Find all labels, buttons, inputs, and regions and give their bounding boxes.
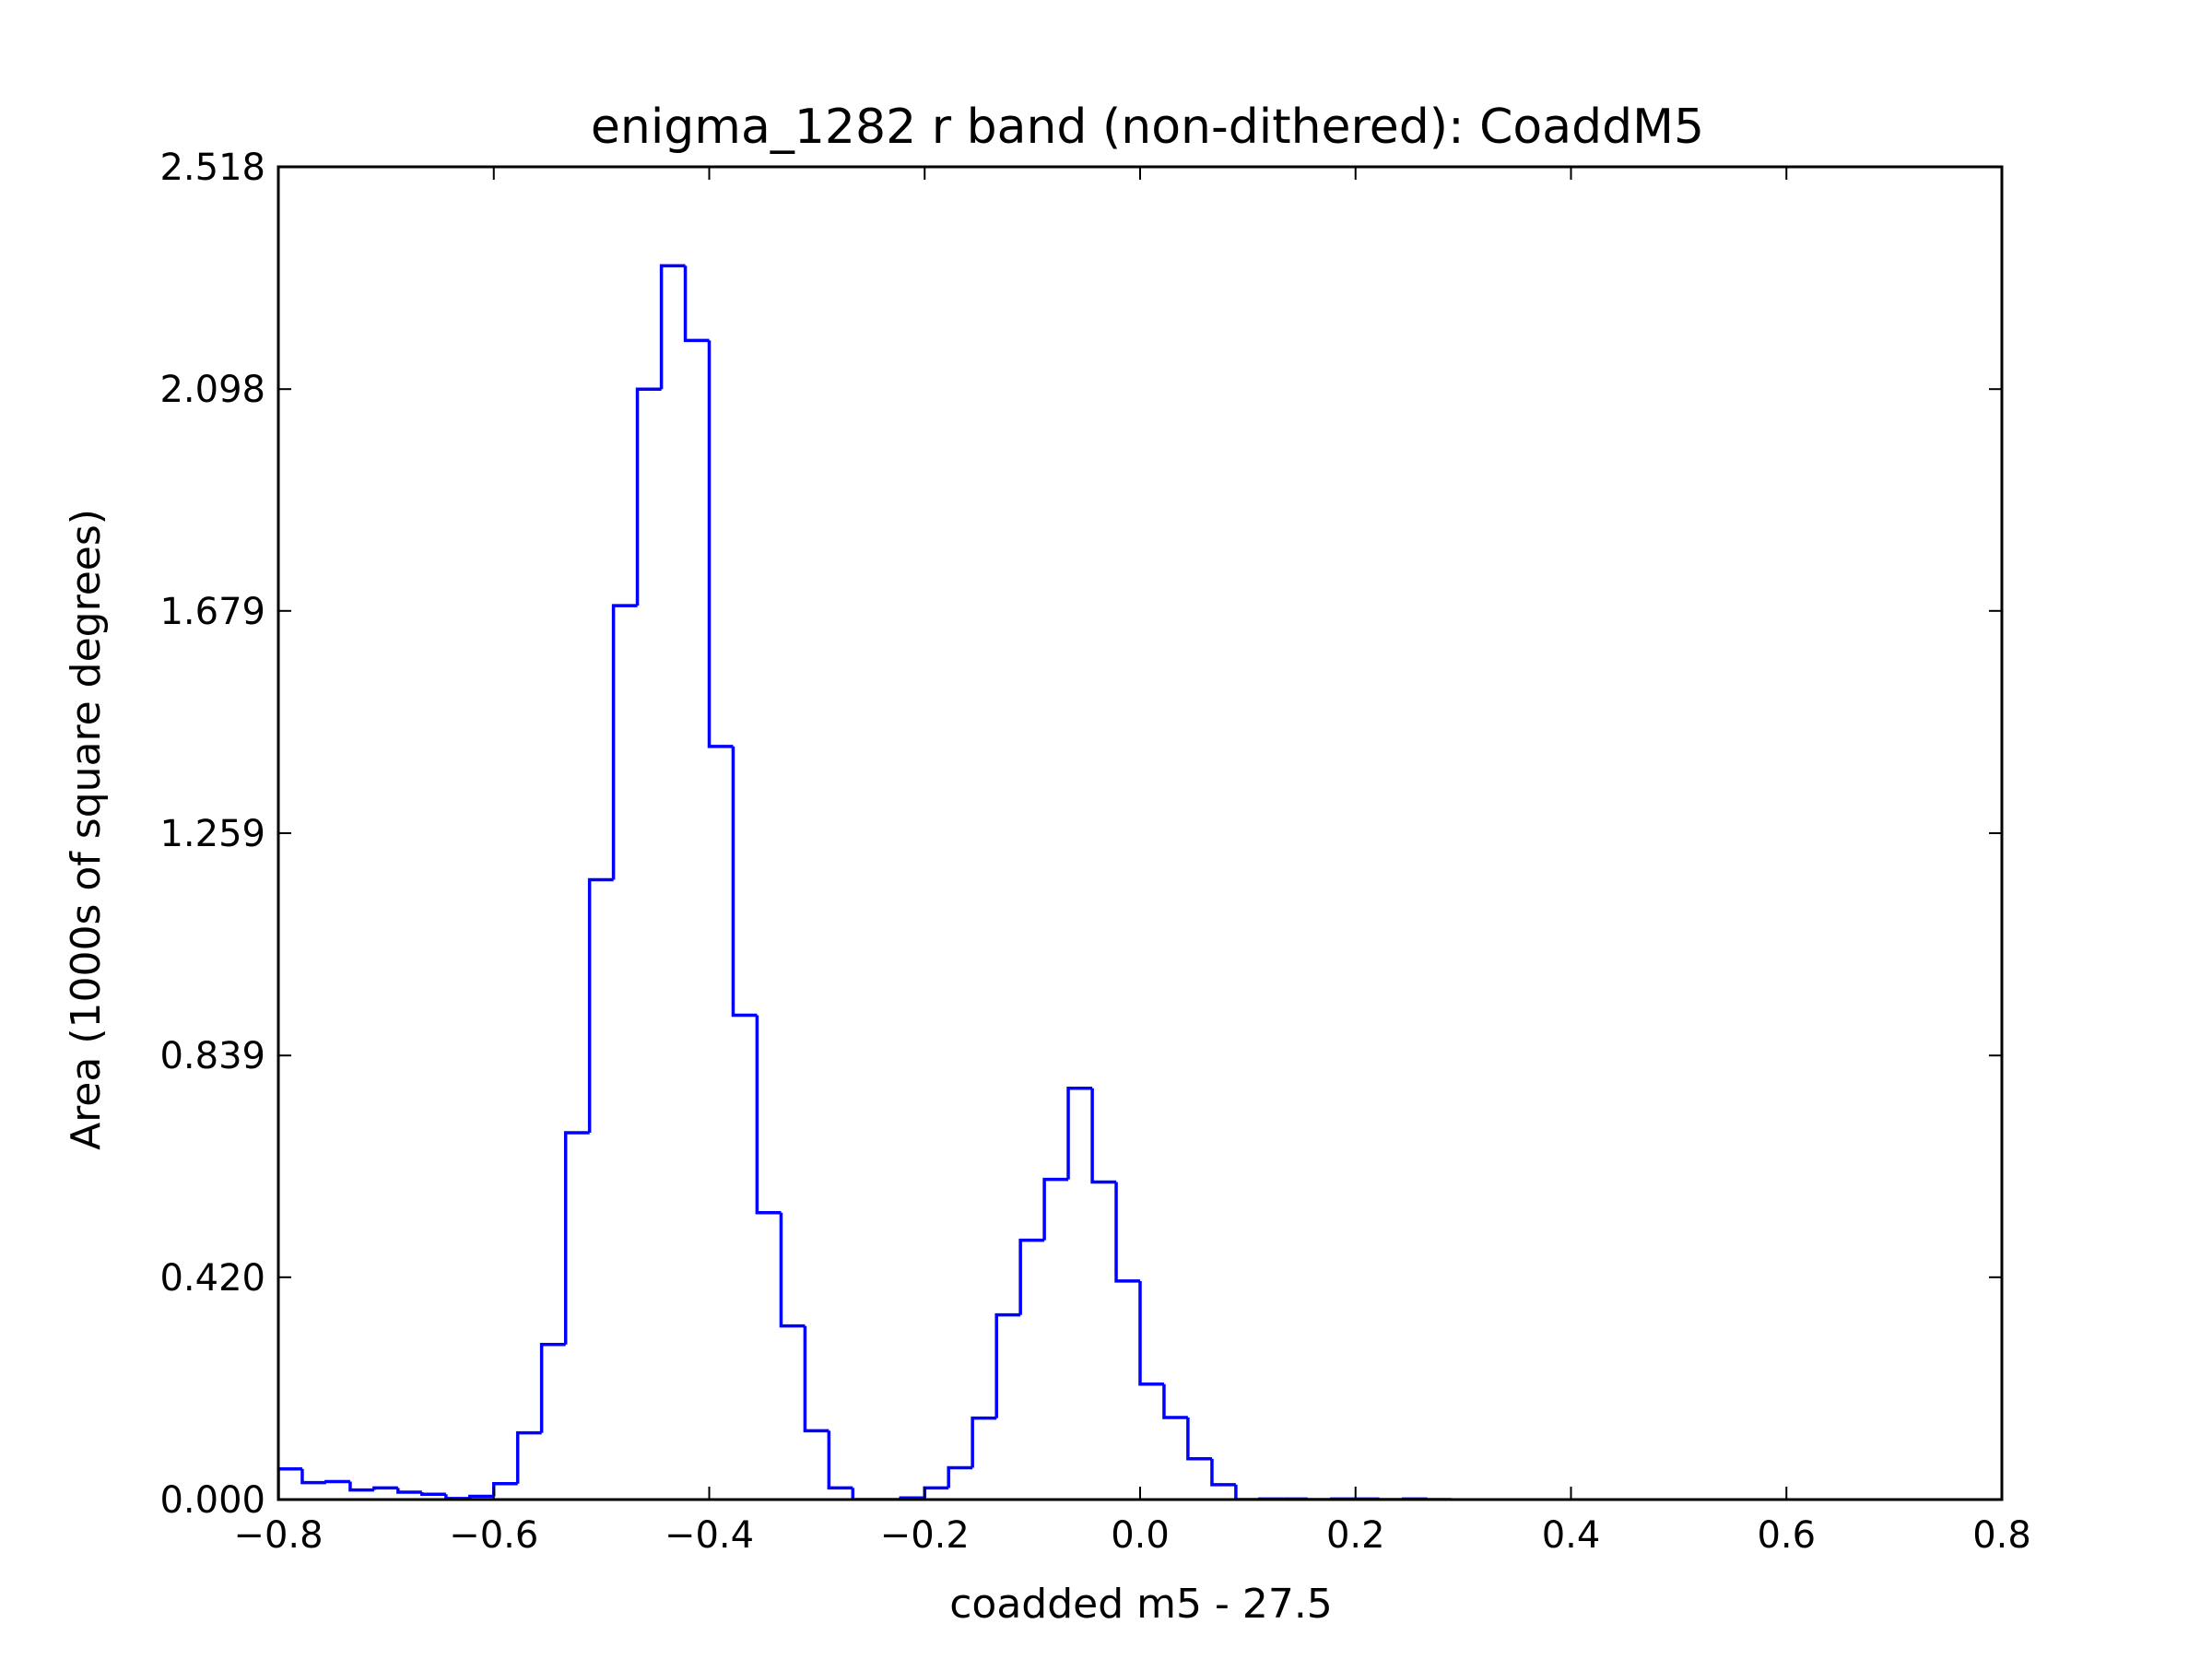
- histogram-bin: [396, 1488, 422, 1494]
- histogram-bin: [994, 1312, 1021, 1418]
- x-tick-label: −0.2: [880, 1514, 970, 1557]
- x-tick-label: 0.4: [1542, 1514, 1601, 1557]
- histogram-bin: [1018, 1238, 1045, 1315]
- y-tick-label: 2.098: [159, 369, 265, 411]
- histogram-bin: [1186, 1417, 1212, 1461]
- y-axis-label: Area (1000s of square degrees): [63, 509, 110, 1150]
- histogram-bin: [755, 1015, 782, 1215]
- x-tick-label: −0.6: [449, 1514, 538, 1557]
- histogram-bin: [1066, 1087, 1093, 1180]
- histogram-bin: [803, 1325, 830, 1433]
- histogram-bin: [420, 1491, 446, 1497]
- histogram-bin: [971, 1416, 997, 1468]
- histogram-bin: [300, 1468, 326, 1485]
- y-tick-label: 0.000: [159, 1479, 265, 1522]
- chart-title: enigma_1282 r band (non-dithered): Coadd…: [591, 100, 1704, 155]
- histogram-bin: [372, 1486, 398, 1490]
- histogram-bin: [611, 604, 638, 880]
- x-tick-label: −0.4: [665, 1514, 754, 1557]
- histogram-bin: [827, 1430, 853, 1490]
- histogram-bin: [468, 1494, 494, 1499]
- histogram-bin: [779, 1212, 806, 1328]
- x-tick-label: 0.8: [1972, 1514, 2031, 1557]
- x-tick-label: −0.8: [233, 1514, 323, 1557]
- y-tick-label: 1.259: [159, 813, 265, 855]
- histogram-bin: [851, 1488, 877, 1500]
- x-axis-label: coadded m5 - 27.5: [949, 1581, 1333, 1628]
- x-tick-label: 0.0: [1111, 1514, 1170, 1557]
- histogram-bin: [1090, 1088, 1117, 1184]
- histogram-bin: [635, 387, 662, 606]
- histogram-bin: [1234, 1484, 1260, 1500]
- y-tick-label: 0.839: [159, 1035, 265, 1077]
- histogram-bin: [1138, 1280, 1164, 1386]
- histogram-bin: [731, 746, 758, 1018]
- histogram-bin: [1114, 1182, 1140, 1283]
- y-tick-label: 1.679: [159, 591, 265, 633]
- histogram-bin: [1162, 1383, 1188, 1419]
- histogram-bin: [324, 1479, 350, 1484]
- histogram-bin: [683, 265, 710, 343]
- histogram-bin: [563, 1131, 590, 1345]
- histogram-bin: [539, 1342, 566, 1433]
- histogram-bin: [278, 1466, 302, 1500]
- histogram-bin: [947, 1465, 973, 1488]
- histogram-bin: [659, 264, 686, 390]
- histogram-bin: [707, 340, 734, 748]
- x-tick-label: 0.6: [1757, 1514, 1816, 1557]
- histogram-bin: [1042, 1177, 1069, 1241]
- histogram-bin: [515, 1430, 542, 1484]
- histogram-bin: [1210, 1458, 1236, 1487]
- histogram-bin: [587, 877, 614, 1134]
- y-tick-label: 0.420: [159, 1257, 265, 1300]
- plot-area: −0.8 −0.6 −0.4 −0.2 0.0 0.2 0.4 0.6 0.8 0.000 0.42…: [159, 147, 2030, 1557]
- x-tick-label: 0.2: [1326, 1514, 1385, 1557]
- histogram-bin: [348, 1481, 374, 1492]
- y-tick-label: 2.518: [159, 147, 265, 189]
